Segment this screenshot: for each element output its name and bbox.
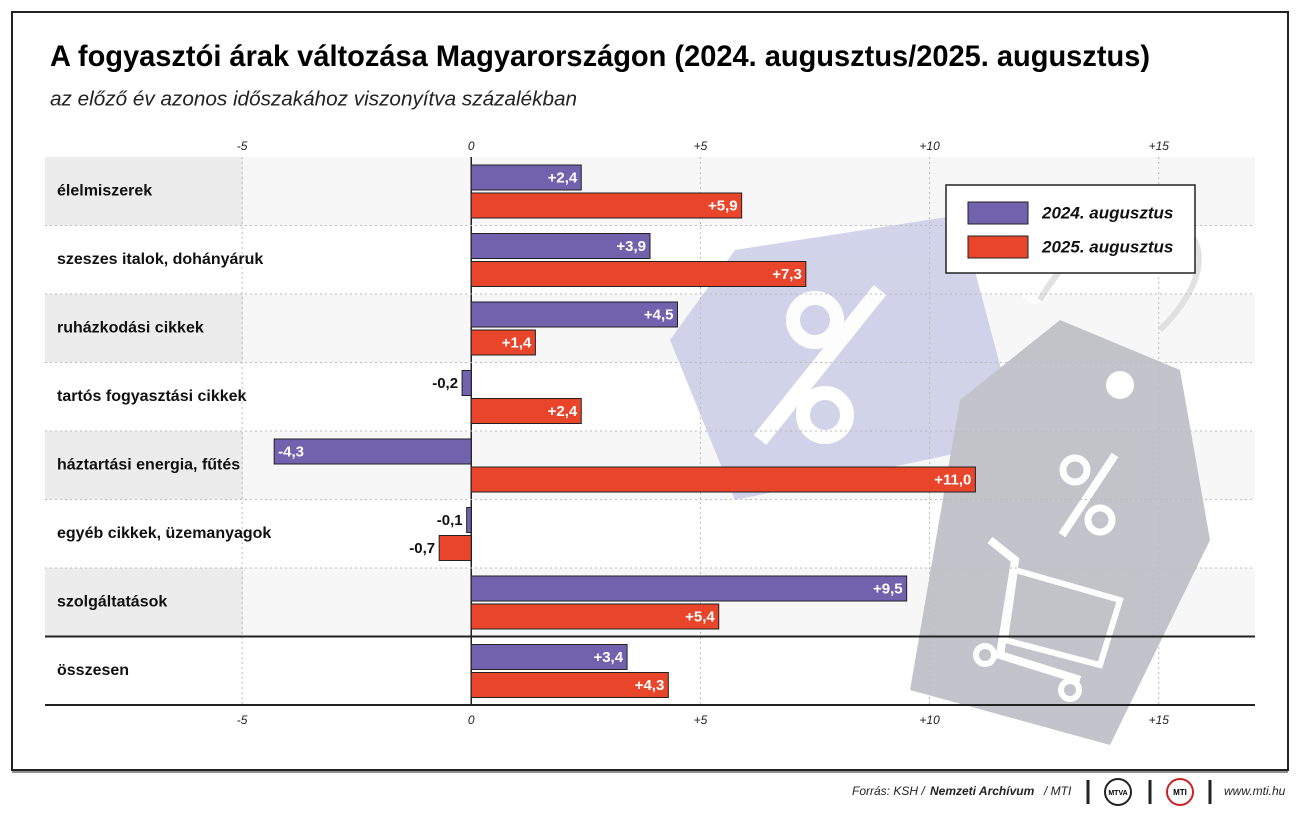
bar (470, 466, 976, 493)
legend-label: 2024. augusztus (1041, 203, 1173, 222)
category-label: szeszes italok, dohányáruk (57, 251, 263, 268)
category-label: ruházkodási cikkek (57, 319, 204, 336)
value-label: +5,9 (708, 197, 738, 214)
category-label: összesen (57, 662, 129, 679)
bar (470, 233, 651, 259)
value-label: -0,1 (437, 512, 463, 529)
x-tick-label: +5 (694, 139, 708, 153)
value-label: +4,5 (644, 306, 674, 323)
logo (1166, 778, 1194, 806)
source: / MTI (1043, 784, 1072, 798)
x-tick-label: +5 (694, 713, 708, 727)
category-label: háztartási energia, fűtés (57, 456, 240, 473)
x-tick-label: +10 (919, 139, 940, 153)
bar (273, 438, 472, 465)
category-label: egyéb cikkek, üzemanyagok (57, 525, 271, 542)
x-tick-label: +15 (1149, 713, 1170, 727)
value-label: +1,4 (502, 334, 532, 351)
bar (470, 192, 743, 219)
logo-text: MTI (1173, 788, 1187, 797)
x-tick-label: -5 (237, 139, 248, 153)
bar (470, 644, 628, 670)
value-label: +2,4 (548, 169, 578, 186)
label-band (45, 636, 243, 705)
bar (470, 329, 536, 356)
source: Nemzeti Archívum (930, 784, 1035, 798)
legend-label: 2025. augusztus (1041, 237, 1173, 256)
x-tick-label: -5 (237, 713, 248, 727)
value-label: -4,3 (278, 443, 304, 460)
value-label: +3,9 (616, 238, 646, 255)
bar (466, 507, 472, 533)
chart-subtitle: az előző év azonos időszakához viszonyít… (50, 88, 577, 110)
legend-swatch (967, 201, 1029, 225)
label-band (45, 431, 243, 500)
value-label: +9,5 (873, 580, 903, 597)
value-label: +4,3 (635, 677, 665, 694)
bar (470, 261, 807, 287)
category-label: élelmiszerek (57, 182, 152, 199)
category-label: tartós fogyasztási cikkek (57, 388, 247, 405)
label-band (45, 157, 243, 226)
logo (1104, 778, 1132, 806)
x-tick-label: +15 (1149, 139, 1170, 153)
legend-box (945, 184, 1196, 274)
label-band (45, 568, 243, 637)
label-band (45, 225, 243, 294)
x-tick-label: +10 (919, 713, 940, 727)
legend-swatch (967, 235, 1029, 259)
bar (470, 672, 669, 698)
label-band (45, 499, 243, 568)
bar (470, 301, 678, 328)
value-label: -0,2 (432, 375, 458, 392)
chart-title: A fogyasztói árak változása Magyarország… (50, 40, 1150, 73)
bar (438, 535, 472, 561)
value-label: +5,4 (685, 608, 715, 625)
x-tick-label: 0 (468, 713, 475, 727)
value-label: +11,0 (934, 471, 971, 488)
bar (470, 575, 908, 602)
source: Forrás: KSH / (852, 784, 926, 798)
value-label: -0,7 (409, 540, 435, 557)
url: www.mti.hu (1224, 784, 1286, 798)
bar (470, 398, 582, 424)
value-label: +7,3 (772, 266, 802, 283)
logo-text: MTVA (1108, 790, 1127, 797)
category-label: szolgáltatások (57, 593, 167, 610)
label-band (45, 294, 243, 363)
label-band (45, 362, 243, 431)
x-tick-label: 0 (468, 139, 475, 153)
bar (470, 603, 720, 630)
value-label: +3,4 (593, 649, 623, 666)
bar (461, 370, 472, 396)
value-label: +2,4 (548, 403, 578, 420)
bar (470, 164, 582, 191)
